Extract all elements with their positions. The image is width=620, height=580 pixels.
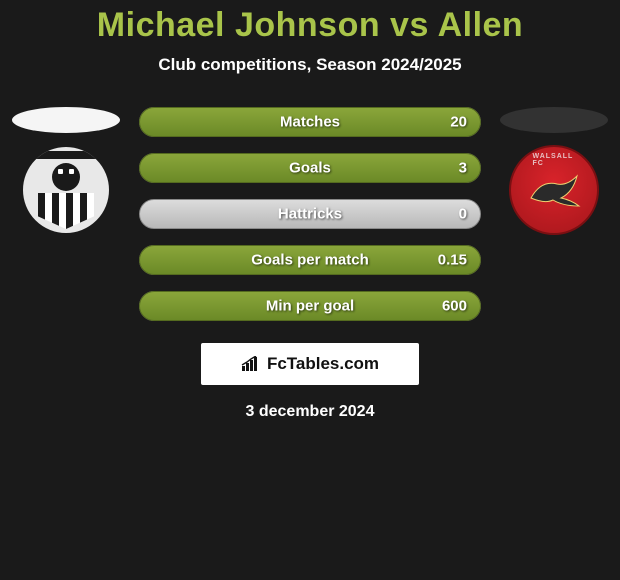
stats-column: Matches 20 Goals 3 Hattricks 0 Goals per match…	[139, 107, 481, 321]
crest-banner	[31, 151, 101, 159]
stat-label: Matches	[280, 114, 340, 131]
crest-ball-icon	[52, 163, 80, 191]
right-player-oval	[500, 107, 608, 133]
right-player-column: WALSALL FC	[499, 107, 609, 235]
stat-label: Min per goal	[266, 298, 354, 315]
swift-bird-icon	[527, 170, 581, 210]
branding-text: FcTables.com	[267, 354, 379, 374]
stat-value: 600	[442, 298, 467, 315]
stat-label: Goals per match	[251, 252, 369, 269]
page-title: Michael Johnson vs Allen	[0, 6, 620, 45]
bar-chart-icon	[241, 356, 261, 372]
stat-value: 20	[450, 114, 467, 131]
stat-label: Hattricks	[278, 206, 342, 223]
stat-value: 0	[459, 206, 467, 223]
main-row: Matches 20 Goals 3 Hattricks 0 Goals per match…	[0, 107, 620, 321]
crest-text: WALSALL FC	[533, 153, 576, 167]
stat-bar: Matches 20	[139, 107, 481, 137]
stat-bar: Goals per match 0.15	[139, 245, 481, 275]
crest-stripes	[38, 193, 94, 229]
walsall-crest: WALSALL FC	[509, 145, 599, 235]
stat-value: 0.15	[438, 252, 467, 269]
left-player-oval	[12, 107, 120, 133]
stat-label: Goals	[289, 160, 331, 177]
stat-bar: Hattricks 0	[139, 199, 481, 229]
branding-badge: FcTables.com	[201, 343, 419, 385]
stat-bar: Goals 3	[139, 153, 481, 183]
left-player-column	[11, 107, 121, 235]
date-line: 3 december 2024	[0, 403, 620, 421]
comparison-card: Michael Johnson vs Allen Club competitio…	[0, 0, 620, 421]
stat-value: 3	[459, 160, 467, 177]
page-subtitle: Club competitions, Season 2024/2025	[0, 55, 620, 75]
notts-county-crest	[21, 145, 111, 235]
stat-bar: Min per goal 600	[139, 291, 481, 321]
